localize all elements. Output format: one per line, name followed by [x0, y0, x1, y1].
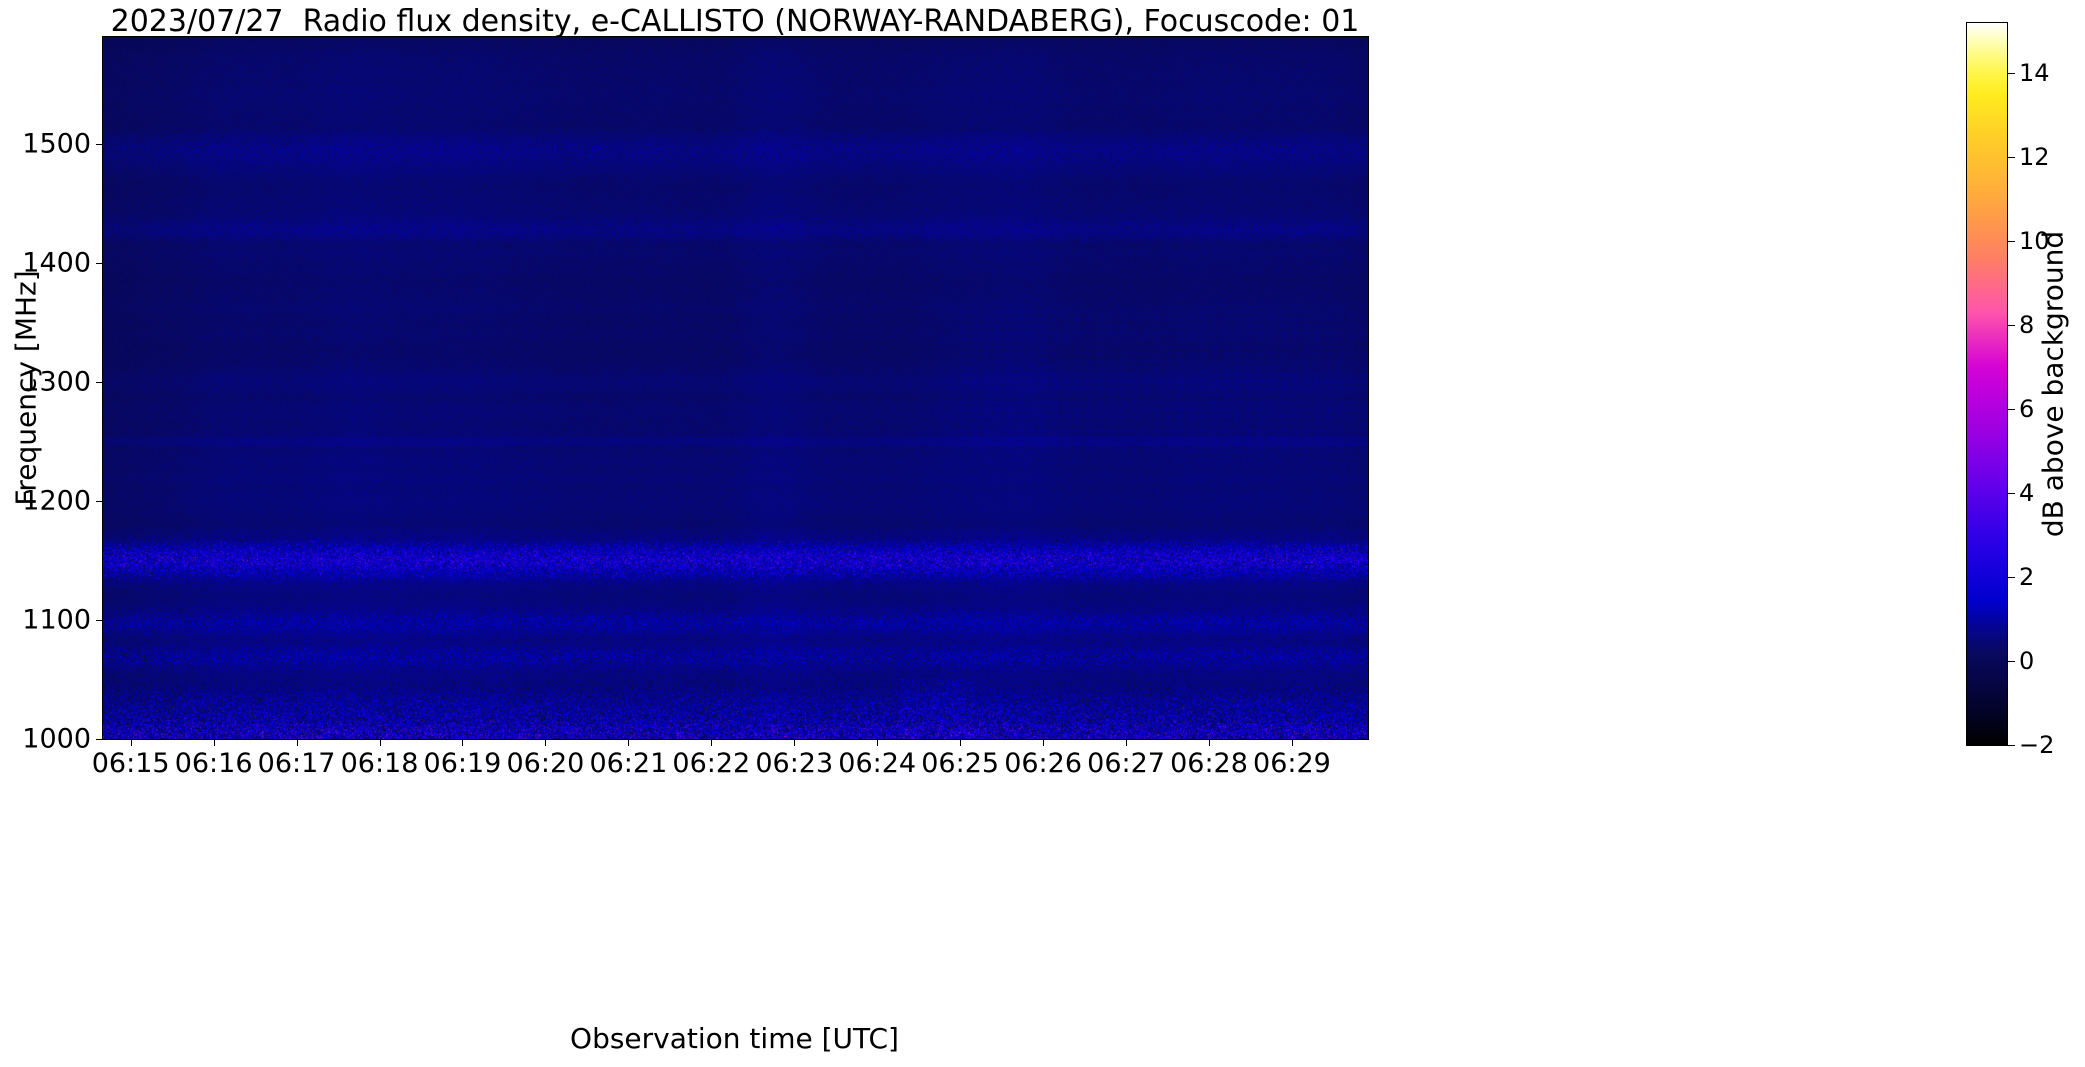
colorbar[interactable]	[1966, 22, 2008, 746]
y-axis-label: Frequency [MHz]	[9, 270, 43, 506]
x-axis-tick-mark	[628, 739, 629, 746]
x-axis-tick-label: 06:25	[921, 748, 1000, 779]
y-axis-tick-mark	[96, 620, 103, 621]
x-axis-tick-label: 06:27	[1087, 748, 1165, 779]
y-axis-tick-label: 1100	[22, 604, 91, 636]
colorbar-tick-mark	[2008, 325, 2015, 326]
x-axis-tick-label: 06:26	[1004, 748, 1082, 779]
x-axis-tick-label: 06:17	[257, 748, 336, 779]
y-axis-tick-mark	[96, 144, 103, 145]
colorbar-tick-mark	[2008, 241, 2015, 242]
x-axis-tick-mark	[960, 739, 961, 746]
colorbar-label: dB above background	[2036, 230, 2070, 538]
x-axis-tick-label: 06:24	[838, 748, 917, 779]
colorbar-tick-mark	[2008, 409, 2015, 410]
colorbar-tick-label: 2	[2019, 563, 2035, 592]
colorbar-tick-mark	[2008, 661, 2015, 662]
x-axis-tick-mark	[794, 739, 795, 746]
x-axis-tick-label: 06:28	[1170, 748, 1248, 779]
colorbar-tick-mark	[2008, 745, 2015, 746]
x-axis-tick-mark	[545, 739, 546, 746]
y-axis-tick-label: 1200	[22, 485, 91, 517]
x-axis-tick-label: 06:23	[755, 748, 834, 779]
x-axis-tick-mark	[462, 739, 463, 746]
x-axis-tick-mark	[1292, 739, 1293, 746]
x-axis-tick-label: 06:18	[340, 748, 419, 779]
colorbar-tick-label: 8	[2019, 311, 2035, 340]
x-axis-tick-mark	[380, 739, 381, 746]
y-axis-tick-label: 1000	[22, 723, 91, 755]
y-axis-tick-label: 1300	[22, 366, 91, 398]
colorbar-tick-label: 12	[2019, 143, 2050, 172]
colorbar-tick-label: 14	[2019, 59, 2050, 88]
x-axis-label: Observation time [UTC]	[570, 1022, 899, 1055]
x-axis-tick-mark	[877, 739, 878, 746]
colorbar-tick-mark	[2008, 73, 2015, 74]
x-axis-tick-mark	[711, 739, 712, 746]
y-axis-tick-label: 1500	[22, 128, 91, 160]
spectrogram-image	[103, 37, 1368, 739]
colorbar-tick-label: 4	[2019, 479, 2035, 508]
x-axis-tick-label: 06:21	[589, 748, 668, 779]
x-axis-tick-mark	[1126, 739, 1127, 746]
y-axis-tick-mark	[96, 382, 103, 383]
x-axis-tick-label: 06:15	[91, 748, 170, 779]
x-axis-tick-mark	[1209, 739, 1210, 746]
x-axis-tick-label: 06:19	[423, 748, 502, 779]
colorbar-tick-mark	[2008, 493, 2015, 494]
colorbar-tick-label: 10	[2019, 227, 2050, 256]
plot-area[interactable]	[102, 36, 1369, 740]
x-axis-tick-label: 06:20	[506, 748, 585, 779]
x-axis-tick-mark	[214, 739, 215, 746]
colorbar-tick-label: 0	[2019, 647, 2035, 676]
x-axis-tick-mark	[297, 739, 298, 746]
colorbar-tick-mark	[2008, 577, 2015, 578]
colorbar-tick-label: −2	[2019, 731, 2055, 759]
y-axis-tick-mark	[96, 739, 103, 740]
colorbar-gradient	[1967, 23, 2007, 745]
y-axis-tick-mark	[96, 263, 103, 264]
x-axis-tick-mark	[1043, 739, 1044, 746]
colorbar-tick-label: 6	[2019, 395, 2035, 424]
x-axis-tick-label: 06:29	[1253, 748, 1331, 779]
chart-title: 2023/07/27 Radio flux density, e-CALLIST…	[110, 4, 1360, 39]
colorbar-tick-mark	[2008, 157, 2015, 158]
x-axis-tick-label: 06:22	[672, 748, 751, 779]
y-axis-tick-mark	[96, 501, 103, 502]
x-axis-tick-mark	[131, 739, 132, 746]
x-axis-tick-label: 06:16	[174, 748, 253, 779]
y-axis-tick-label: 1400	[22, 247, 91, 279]
